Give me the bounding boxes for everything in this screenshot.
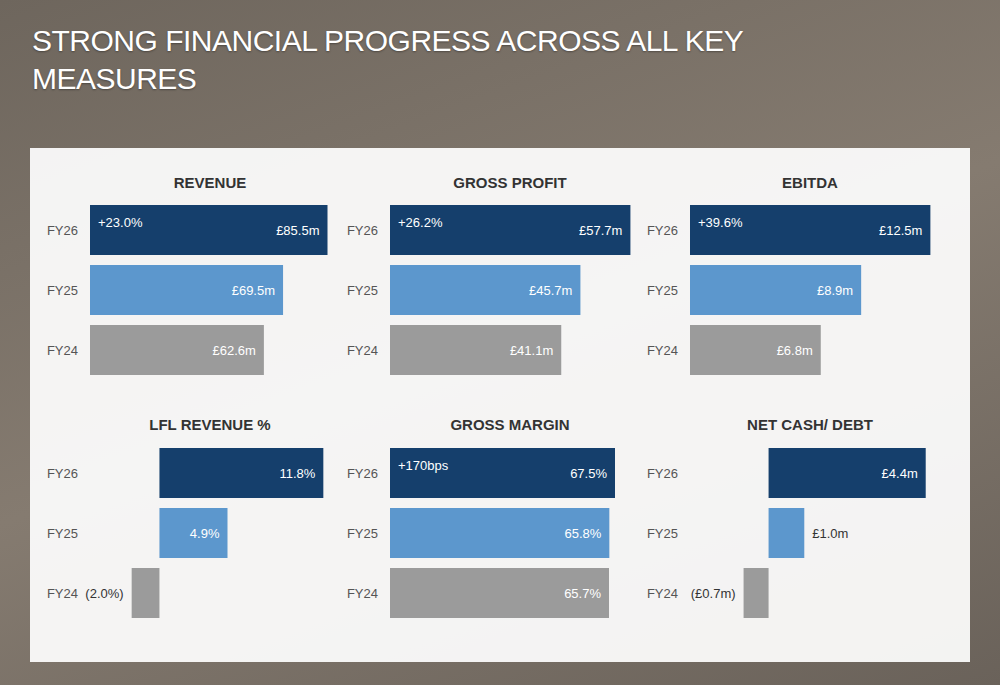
- svg-text:£41.1m: £41.1m: [510, 343, 553, 358]
- svg-text:+26.2%: +26.2%: [398, 215, 443, 230]
- svg-text:£4.4m: £4.4m: [882, 466, 918, 481]
- svg-text:NET CASH/ DEBT: NET CASH/ DEBT: [747, 416, 873, 433]
- svg-text:£45.7m: £45.7m: [529, 283, 572, 298]
- svg-text:REVENUE: REVENUE: [174, 174, 247, 191]
- svg-text:+23.0%: +23.0%: [98, 215, 143, 230]
- svg-text:FY24: FY24: [347, 343, 378, 358]
- svg-text:EBITDA: EBITDA: [782, 174, 838, 191]
- svg-text:FY26: FY26: [347, 466, 378, 481]
- svg-text:4.9%: 4.9%: [190, 526, 220, 541]
- svg-text:FY26: FY26: [647, 466, 678, 481]
- svg-text:FY26: FY26: [47, 466, 78, 481]
- svg-text:£6.8m: £6.8m: [777, 343, 813, 358]
- svg-text:(2.0%): (2.0%): [85, 586, 123, 601]
- svg-text:FY26: FY26: [647, 223, 678, 238]
- svg-text:GROSS MARGIN: GROSS MARGIN: [450, 416, 569, 433]
- svg-text:FY24: FY24: [647, 586, 678, 601]
- svg-text:+39.6%: +39.6%: [698, 215, 743, 230]
- svg-text:£85.5m: £85.5m: [276, 223, 319, 238]
- svg-text:£57.7m: £57.7m: [579, 223, 622, 238]
- svg-text:FY24: FY24: [347, 586, 378, 601]
- svg-text:+170bps: +170bps: [398, 458, 449, 473]
- svg-text:FY25: FY25: [647, 283, 678, 298]
- svg-text:67.5%: 67.5%: [570, 466, 607, 481]
- svg-text:FY24: FY24: [47, 586, 78, 601]
- svg-text:FY25: FY25: [347, 283, 378, 298]
- svg-text:£12.5m: £12.5m: [879, 223, 922, 238]
- svg-text:£69.5m: £69.5m: [232, 283, 275, 298]
- svg-text:£62.6m: £62.6m: [213, 343, 256, 358]
- svg-text:£8.9m: £8.9m: [817, 283, 853, 298]
- svg-text:FY24: FY24: [47, 343, 78, 358]
- html-text:STRONG FINANCIAL PROGRESS ACRO: STRONG FINANCIAL PROGRESS ACROSS ALL KEY…: [32, 24, 743, 95]
- svg-text:LFL REVENUE %: LFL REVENUE %: [149, 416, 270, 433]
- svg-text:FY25: FY25: [347, 526, 378, 541]
- svg-text:£1.0m: £1.0m: [812, 526, 848, 541]
- svg-text:(£0.7m): (£0.7m): [691, 586, 736, 601]
- svg-text:FY26: FY26: [347, 223, 378, 238]
- svg-text:FY26: FY26: [47, 223, 78, 238]
- svg-text:11.8%: 11.8%: [279, 466, 315, 481]
- svg-text:FY25: FY25: [647, 526, 678, 541]
- svg-text:GROSS PROFIT: GROSS PROFIT: [453, 174, 566, 191]
- svg-text:FY24: FY24: [647, 343, 678, 358]
- svg-text:FY25: FY25: [47, 283, 78, 298]
- svg-text:65.8%: 65.8%: [564, 526, 601, 541]
- svg-text:FY25: FY25: [47, 526, 78, 541]
- svg-text:65.7%: 65.7%: [564, 586, 601, 601]
